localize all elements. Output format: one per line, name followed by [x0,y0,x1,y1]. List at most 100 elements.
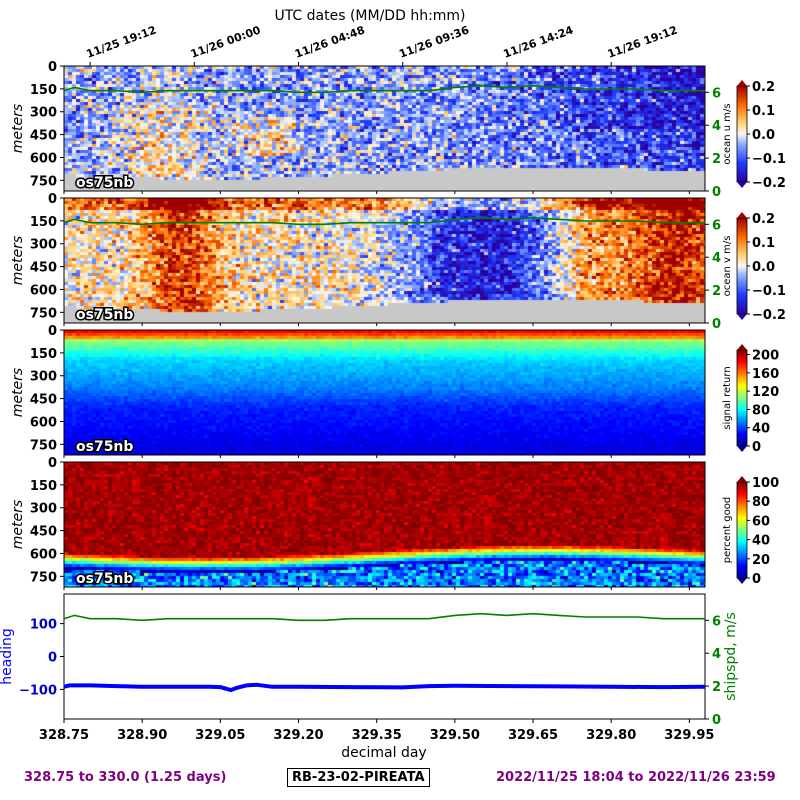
colorbar-tick-label: −0.1 [752,152,786,167]
colorbar-tick-label: 200 [752,349,779,364]
depth-tick-label: 600 [30,547,57,562]
depth-tick-label: 150 [30,347,57,362]
speed-tick-label: 0 [712,185,721,200]
x-tick-label-1: 328.90 [117,728,167,743]
instrument-label: os75nb [76,571,133,587]
colorbar-top-arrow [737,476,747,482]
heatmap-percent-good [64,462,705,587]
colorbar-label: ocean u m/s [722,103,733,164]
depth-axis-label: meters [10,500,26,549]
colorbar-label: percent good [722,497,733,563]
footer-date-range: 2022/11/25 18:04 to 2022/11/26 23:59 [496,770,776,785]
top-tick-label-3: 11/26 09:36 [397,23,471,60]
colorbar-top-arrow [737,80,747,86]
depth-tick-label: 0 [48,192,57,207]
x-tick-label-3: 329.20 [273,728,323,743]
speed-tick-label: 2 [712,680,721,695]
footer-cruise-id: RB-23-02-PIREATA [287,768,430,787]
x-tick-label-4: 329.35 [352,728,402,743]
depth-tick-label: 450 [30,393,57,408]
top-tick-label-5: 11/26 19:12 [606,23,679,60]
ship-speed-line [63,612,705,622]
depth-tick-label: 600 [30,415,57,430]
speed-tick-label: 4 [712,119,721,134]
depth-tick-label: 300 [30,370,57,385]
depth-tick-label: 750 [30,306,57,321]
panel-frame [63,65,706,192]
heatmap-signal-return [64,330,705,455]
depth-tick-label: 450 [30,261,57,276]
top-tick-label-2: 11/26 04:48 [293,23,366,60]
panel-1: 0 150 300 450 600 750 meters os75nb 0.2 0.1 0.0 −0.… [10,60,786,200]
speed-tick-label: 0 [712,317,721,332]
x-tick-label-8: 329.95 [664,728,714,743]
colorbar-tick-label: 0.2 [752,80,775,95]
depth-tick-label: 150 [30,479,57,494]
ship-speed-overlay-line [63,84,705,94]
top-axis-title: UTC dates (MM/DD hh:mm) [274,8,465,24]
colorbar-tick-label: 0.1 [752,236,775,251]
colorbar-tick-label: 0 [752,572,761,587]
depth-axis-label: meters [10,368,26,417]
top-tick-label-0: 11/25 19:12 [85,23,158,60]
x-axis-label: decimal day [341,745,426,761]
top-date-axis: UTC dates (MM/DD hh:mm) 11/25 19:12 11/26 … [85,8,679,66]
x-tick-label-0: 328.75 [39,728,89,743]
x-tick-label-6: 329.65 [508,728,558,743]
panel-3: 0 150 300 450 600 750 meters os75nb 200 160 120 80 4… [10,324,779,457]
colorbar-label: signal return [722,366,733,429]
depth-axis-label: meters [10,104,26,153]
instrument-label: os75nb [76,439,133,455]
panel-frame [63,329,706,456]
top-tick-label-4: 11/26 14:24 [502,23,576,60]
panel-4: 0 150 300 450 600 750 meters os75nb 100 80 60 40 20 0… [10,456,779,589]
depth-tick-label: 750 [30,174,57,189]
speed-tick-label: 6 [712,86,721,101]
heatmap-ocean-v [64,198,705,323]
depth-axis-label: meters [10,236,26,285]
x-tick-label-5: 329.50 [430,728,480,743]
colorbar [736,85,748,183]
colorbar-tick-label: 0.2 [752,212,775,227]
colorbar-tick-label: −0.2 [752,176,786,191]
speed-tick-label: 6 [712,614,721,629]
colorbar-tick-label: 40 [752,422,770,437]
speed-tick-label: 4 [712,251,721,266]
depth-tick-label: 0 [48,60,57,75]
colorbar-bottom-arrow [737,446,747,452]
colorbar-tick-label: 160 [752,367,779,382]
instrument-label: os75nb [76,175,133,191]
colorbar [736,217,748,315]
colorbar-tick-label: 0.1 [752,104,775,119]
panels: 0150300450600750metersos75nb0.20.10.0−0.… [0,60,786,728]
panel-2: 0 150 300 450 600 750 meters os75nb 0.2 0.1 0.0 −0.… [10,192,786,332]
colorbar-tick-label: 40 [752,534,770,549]
colorbar-bottom-arrow [737,578,747,584]
colorbar-bottom-arrow [737,314,747,320]
heading-axis-label: heading [0,628,15,685]
x-tick-label-7: 329.80 [586,728,636,743]
depth-tick-label: 750 [30,570,57,585]
depth-tick-label: 300 [30,502,57,517]
colorbar-tick-label: 60 [752,514,770,529]
colorbar-tick-label: 0.0 [752,260,775,275]
colorbar-tick-label: 20 [752,553,770,568]
heading-tick-label: 0 [48,651,57,666]
x-tick-label-2: 329.05 [195,728,245,743]
colorbar-tick-label: 120 [752,385,779,400]
depth-tick-label: 0 [48,456,57,471]
footer-day-range: 328.75 to 330.0 (1.25 days) [24,770,227,785]
depth-tick-label: 450 [30,129,57,144]
panel-frame [63,197,706,324]
depth-tick-label: 750 [30,438,57,453]
depth-tick-label: 450 [30,525,57,540]
panel-frame [63,461,706,588]
colorbar-tick-label: 0 [752,440,761,455]
colorbar-tick-label: −0.1 [752,284,786,299]
speed-tick-label: 2 [712,152,721,167]
depth-tick-label: 150 [30,83,57,98]
colorbar-bottom-arrow [737,182,747,188]
depth-tick-label: 300 [30,238,57,253]
